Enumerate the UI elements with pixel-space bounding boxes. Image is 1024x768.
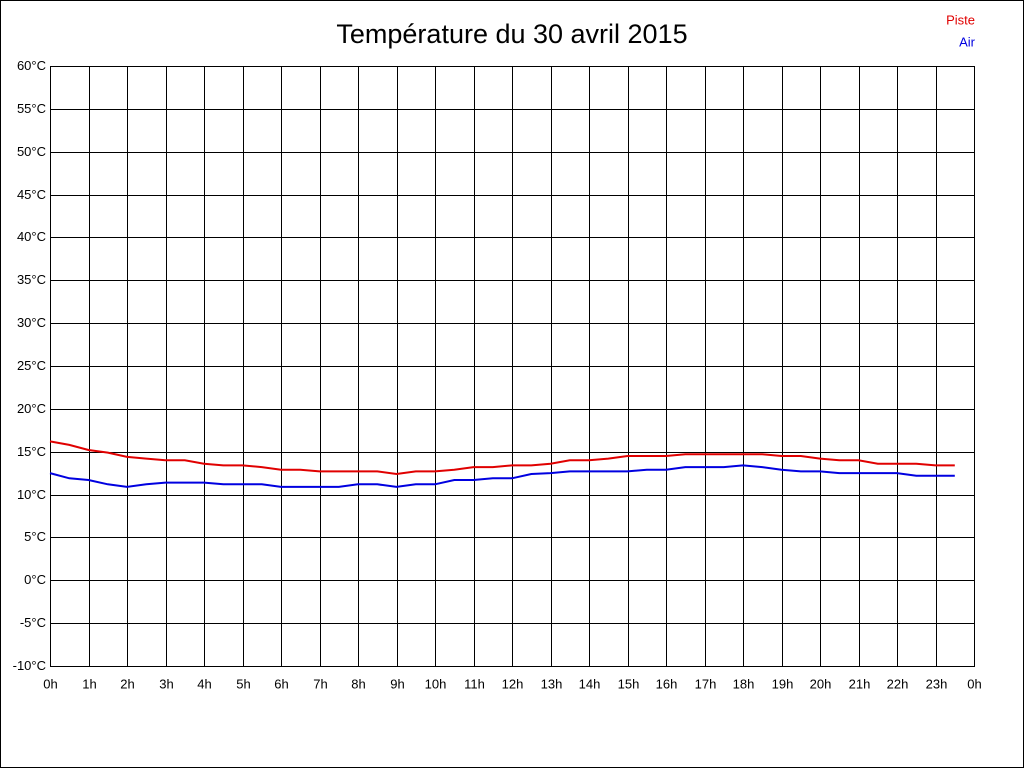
legend-label: Piste — [946, 12, 975, 27]
x-tick-label: 19h — [772, 676, 794, 691]
x-tick-label: 20h — [810, 676, 832, 691]
y-tick-label: 60°C — [17, 58, 46, 73]
x-tick-label: 11h — [464, 676, 485, 691]
legend-label: Air — [959, 34, 976, 49]
y-tick-label: 10°C — [17, 487, 46, 502]
x-tick-label: 18h — [733, 676, 755, 691]
y-tick-label: -5°C — [20, 615, 46, 630]
x-tick-label: 1h — [82, 676, 96, 691]
x-tick-label: 13h — [541, 676, 563, 691]
x-tick-label: 23h — [926, 676, 948, 691]
series-line — [49, 464, 955, 488]
y-tick-label: 30°C — [17, 315, 46, 330]
x-tick-label: 5h — [236, 676, 250, 691]
x-tick-label: 0h — [967, 676, 981, 691]
y-tick-label: 20°C — [17, 401, 46, 416]
x-tick-label: 10h — [425, 676, 447, 691]
y-tick-label: 50°C — [17, 144, 46, 159]
y-tick-label: 35°C — [17, 272, 46, 287]
x-tick-label: 14h — [579, 676, 601, 691]
y-tick-label: 25°C — [17, 358, 46, 373]
x-tick-label: 16h — [656, 676, 678, 691]
y-tick-label: 5°C — [24, 529, 46, 544]
x-tick-label: 22h — [887, 676, 909, 691]
chart-title: Température du 30 avril 2015 — [336, 19, 687, 49]
x-tick-label: 6h — [274, 676, 288, 691]
x-tick-label: 0h — [43, 676, 57, 691]
series-line — [49, 440, 955, 476]
y-tick-label: 45°C — [17, 187, 46, 202]
y-tick-label: -10°C — [13, 658, 46, 673]
y-tick-label: 0°C — [24, 572, 46, 587]
y-tick-label: 40°C — [17, 229, 46, 244]
x-tick-label: 2h — [120, 676, 134, 691]
x-tick-label: 3h — [159, 676, 173, 691]
x-tick-label: 12h — [502, 676, 524, 691]
x-tick-label: 4h — [197, 676, 211, 691]
x-tick-label: 15h — [618, 676, 640, 691]
x-tick-label: 9h — [390, 676, 404, 691]
x-tick-label: 7h — [313, 676, 327, 691]
y-tick-label: 55°C — [17, 101, 46, 116]
x-tick-label: 21h — [849, 676, 871, 691]
y-tick-label: 15°C — [17, 444, 46, 459]
x-tick-label: 17h — [695, 676, 717, 691]
x-tick-label: 8h — [351, 676, 365, 691]
